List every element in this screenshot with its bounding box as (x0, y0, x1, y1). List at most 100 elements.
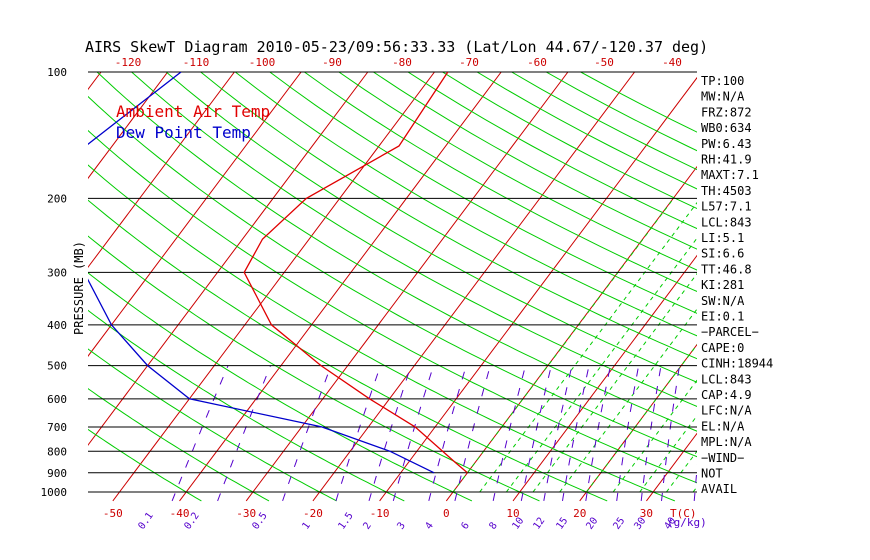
dry-adiabat-line (304, 72, 697, 293)
pressure-tick-label: 200 (47, 192, 67, 205)
dry-adiabat-line (200, 72, 697, 360)
mixing-ratio-line (543, 365, 573, 501)
top-temperature-tick-label: -120 (115, 56, 142, 69)
moist-adiabat-line (452, 198, 674, 493)
legend-dew-point-temp: Dew Point Temp (116, 123, 251, 142)
mixing-ratio-line (171, 365, 229, 502)
dry-adiabat-line (373, 72, 697, 250)
dry-adiabat-line (88, 95, 697, 458)
stability-index-item: −PARCEL− (701, 325, 759, 339)
top-temperature-tick-label: -80 (392, 56, 412, 69)
isotherm-line (88, 72, 369, 446)
bottom-temperature-tick-labels: -50 -40 -30 -20 -10 0 10 20 30 (103, 507, 653, 520)
dry-adiabat-line (88, 388, 270, 502)
dew-point-line (88, 72, 435, 474)
moist-adiabat-line (559, 308, 697, 493)
mixing-ratio-line (428, 365, 467, 502)
pressure-tick-label: 400 (47, 319, 67, 332)
stability-index-item: CAPE:0 (701, 341, 744, 355)
stability-index-item: NOT (701, 467, 723, 481)
top-temperature-tick-label: -90 (322, 56, 342, 69)
pressure-tick-label: 700 (47, 421, 67, 434)
mixing-ratio-tick-label: 20 (584, 516, 600, 532)
dry-adiabat-line (96, 72, 697, 432)
stability-index-item: TP:100 (701, 74, 744, 88)
mixing-ratio-tick-label: 4 (423, 520, 435, 531)
mixing-ratio-tick-label: 1.5 (336, 511, 355, 532)
pressure-tick-label: 600 (47, 393, 67, 406)
legend-ambient-air-temp: Ambient Air Temp (116, 102, 270, 121)
top-temperature-tick-label: -50 (594, 56, 614, 69)
bottom-temperature-tick-label: 20 (573, 507, 586, 520)
dry-adiabat-line (88, 164, 675, 502)
mixing-ratio-line (217, 365, 271, 502)
stability-index-item: LCL:843 (701, 215, 752, 229)
mixing-ratio-line (454, 365, 491, 502)
pressure-tick-labels: 100 200 300 400 500 600 700 800 900 1000 (41, 66, 68, 499)
pressure-tick-label: 100 (47, 66, 67, 79)
stability-index-item: SW:N/A (701, 294, 745, 308)
dry-adiabat-line (88, 348, 337, 502)
stability-index-item: LCL:843 (701, 372, 752, 386)
top-temperature-tick-label: -70 (459, 56, 479, 69)
isotherm-line (88, 72, 169, 180)
stability-index-item: CAP:4.9 (701, 388, 752, 402)
isotherm-line (847, 72, 870, 501)
dry-adiabat-line (165, 72, 697, 383)
moist-adiabat-line (479, 201, 697, 493)
stability-index-item: KI:281 (701, 278, 744, 292)
isotherm-line (512, 254, 697, 502)
stability-index-item: RH:41.9 (701, 153, 752, 167)
stability-index-item: LFC:N/A (701, 404, 752, 418)
dry-adiabat-line (88, 129, 697, 484)
stability-index-item: AVAIL (701, 482, 737, 496)
bottom-temperature-tick-label: 30 (640, 507, 653, 520)
dry-adiabat-line (88, 199, 608, 502)
stability-index-item: MPL:N/A (701, 435, 752, 449)
mixing-ratio-line (640, 365, 662, 501)
bottom-temperature-tick-label: 10 (506, 507, 519, 520)
mixing-ratio-line (282, 365, 332, 502)
moist-adiabat-line (612, 379, 697, 493)
bottom-temperature-tick-label: 0 (443, 507, 450, 520)
dry-adiabat-line (88, 235, 540, 502)
dry-adiabat-line (442, 72, 697, 210)
stability-index-item: CINH:18944 (701, 357, 773, 371)
isotherm-line (245, 72, 569, 502)
mixing-ratio-tick-label: 25 (611, 516, 627, 532)
stability-index-item: WB0:634 (701, 121, 752, 135)
mixing-ratio-unit: (g/kg) (667, 516, 707, 529)
stability-index-item: PW:6.43 (701, 137, 752, 151)
mixing-ratio-line (520, 365, 552, 502)
y-axis-label: PRESSURE (MB) (72, 241, 86, 335)
stability-index-item: SI:6.6 (701, 247, 744, 261)
isotherm-line (0, 72, 34, 501)
pressure-tick-label: 800 (47, 445, 67, 458)
bottom-temperature-tick-label: -20 (303, 507, 323, 520)
isotherm-line (112, 72, 435, 502)
moist-adiabat-line (505, 237, 697, 493)
chart-title: AIRS SkewT Diagram 2010-05-23/09:56:33.3… (85, 38, 708, 56)
stability-index-item: MW:N/A (701, 90, 745, 104)
dry-adiabat-line (511, 72, 697, 171)
pressure-tick-label: 900 (47, 467, 67, 480)
stability-index-item: EL:N/A (701, 419, 745, 433)
top-temperature-tick-label: -40 (662, 56, 682, 69)
mixing-ratio-tick-label: 3 (395, 520, 407, 531)
mixing-ratio-line (368, 365, 412, 502)
dry-adiabat-line (338, 72, 697, 271)
stability-index-item: L57:7.1 (701, 200, 752, 214)
isotherm-line (780, 72, 870, 501)
mixing-ratio-tick-label: 8 (487, 520, 499, 531)
moist-adiabat-line (532, 272, 697, 493)
mixing-ratio-line (492, 365, 526, 502)
x-axis-label: T(C) (670, 507, 697, 520)
stability-index-item: −WIND− (701, 451, 744, 465)
isobar-lines (88, 71, 697, 493)
mixing-ratio-line (585, 365, 611, 501)
dry-adiabat-line (234, 72, 697, 337)
dry-adiabat-line (88, 272, 473, 502)
mixing-ratio-tick-label: 1 (300, 520, 312, 531)
pressure-tick-label: 500 (47, 360, 67, 373)
